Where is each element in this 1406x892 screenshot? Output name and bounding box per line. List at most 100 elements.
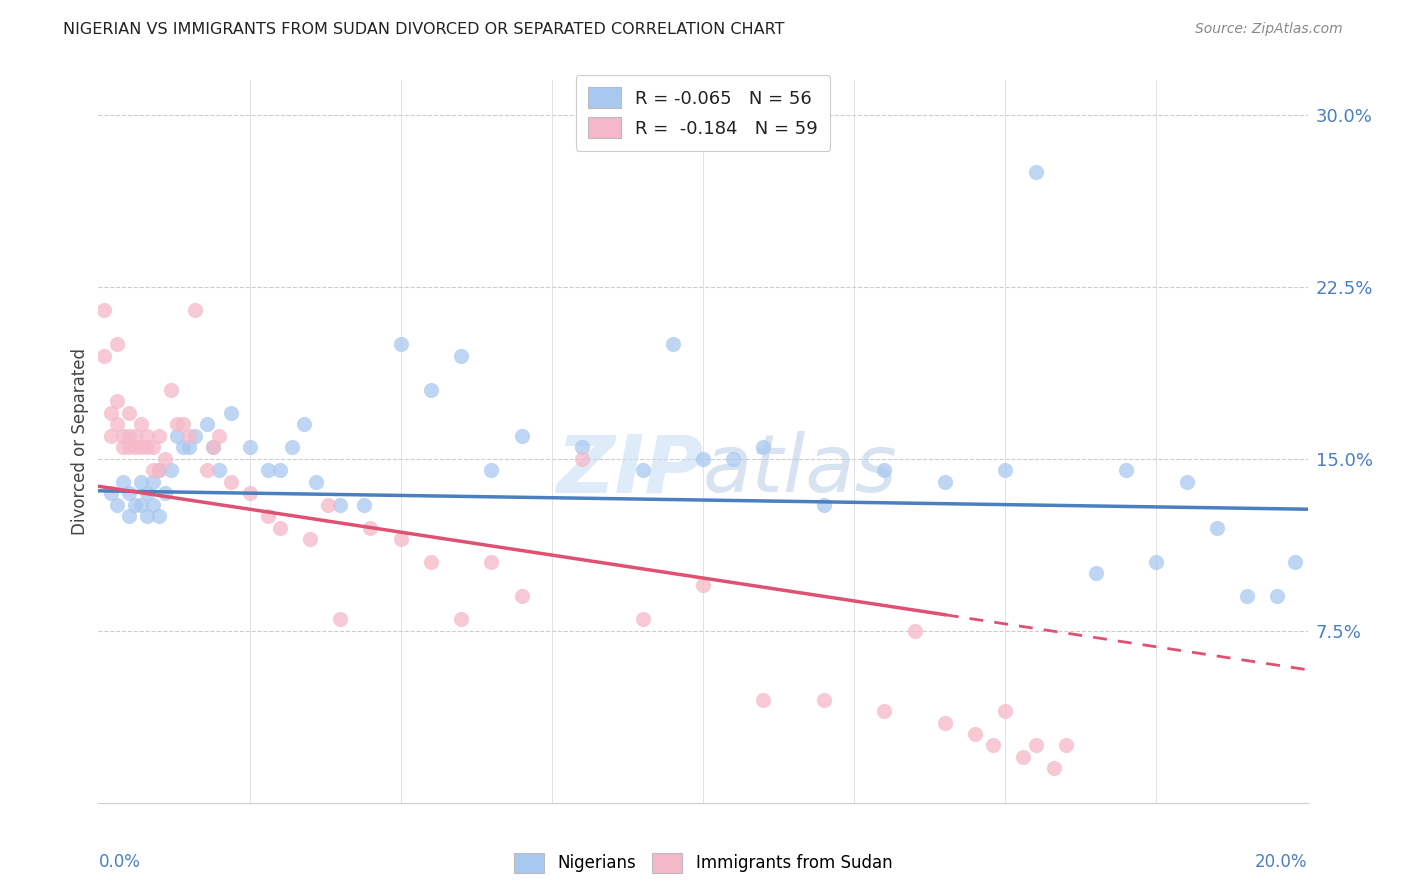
Point [135, 440, 157, 454]
Point [118, 486, 141, 500]
Point [316, 498, 339, 512]
Point [329, 498, 352, 512]
Point [202, 440, 225, 454]
Point [1206, 520, 1229, 534]
Point [239, 440, 262, 454]
Point [124, 440, 146, 454]
Point [873, 463, 896, 477]
Point [129, 417, 152, 432]
Point [510, 429, 533, 443]
Point [202, 440, 225, 454]
Point [118, 440, 141, 454]
Point [148, 429, 170, 443]
Point [661, 337, 683, 351]
Point [124, 498, 146, 512]
Point [631, 463, 654, 477]
Point [692, 578, 714, 592]
Point [100, 406, 122, 420]
Point [142, 463, 165, 477]
Point [510, 590, 533, 604]
Point [93, 349, 115, 363]
Point [299, 532, 322, 546]
Point [1085, 566, 1108, 581]
Point [571, 451, 593, 466]
Text: ZIP: ZIP [555, 432, 703, 509]
Point [813, 498, 835, 512]
Point [166, 417, 188, 432]
Point [360, 520, 382, 534]
Point [160, 383, 183, 397]
Point [269, 463, 291, 477]
Point [692, 451, 714, 466]
Y-axis label: Divorced or Separated: Divorced or Separated [70, 348, 89, 535]
Point [100, 429, 122, 443]
Point [269, 520, 291, 534]
Text: 0.0%: 0.0% [98, 854, 141, 871]
Point [873, 704, 896, 718]
Point [129, 498, 152, 512]
Point [450, 612, 472, 626]
Point [118, 429, 141, 443]
Point [994, 463, 1017, 477]
Text: atlas: atlas [703, 432, 898, 509]
Point [118, 406, 141, 420]
Point [118, 509, 141, 524]
Point [129, 440, 152, 454]
Point [1054, 739, 1077, 753]
Point [148, 509, 170, 524]
Point [353, 498, 375, 512]
Point [105, 394, 128, 409]
Point [752, 692, 775, 706]
Point [124, 429, 146, 443]
Point [1267, 590, 1289, 604]
Point [111, 440, 134, 454]
Point [752, 440, 775, 454]
Point [111, 429, 134, 443]
Point [1024, 165, 1046, 179]
Point [184, 429, 207, 443]
Point [221, 406, 243, 420]
Point [994, 704, 1017, 718]
Point [1144, 555, 1167, 569]
Point [571, 440, 593, 454]
Point [179, 429, 201, 443]
Point [813, 692, 835, 706]
Legend: Nigerians, Immigrants from Sudan: Nigerians, Immigrants from Sudan [508, 847, 898, 880]
Point [256, 463, 278, 477]
Point [153, 451, 176, 466]
Point [148, 463, 170, 477]
Point [1024, 739, 1046, 753]
Point [221, 475, 243, 489]
Point [179, 440, 201, 454]
Point [631, 612, 654, 626]
Point [105, 498, 128, 512]
Text: Source: ZipAtlas.com: Source: ZipAtlas.com [1195, 22, 1343, 37]
Point [142, 498, 165, 512]
Point [292, 417, 315, 432]
Point [142, 440, 165, 454]
Point [1115, 463, 1137, 477]
Point [105, 417, 128, 432]
Point [135, 509, 157, 524]
Point [1042, 761, 1064, 775]
Point [1284, 555, 1306, 569]
Point [481, 463, 503, 477]
Point [329, 612, 352, 626]
Point [195, 463, 218, 477]
Point [142, 475, 165, 489]
Point [166, 429, 188, 443]
Point [481, 555, 503, 569]
Text: NIGERIAN VS IMMIGRANTS FROM SUDAN DIVORCED OR SEPARATED CORRELATION CHART: NIGERIAN VS IMMIGRANTS FROM SUDAN DIVORC… [63, 22, 785, 37]
Point [135, 486, 157, 500]
Point [1175, 475, 1198, 489]
Point [208, 429, 231, 443]
Point [934, 475, 956, 489]
Point [208, 463, 231, 477]
Point [450, 349, 472, 363]
Point [1236, 590, 1258, 604]
Point [904, 624, 927, 638]
Point [934, 715, 956, 730]
Point [981, 739, 1004, 753]
Point [281, 440, 304, 454]
Point [135, 429, 157, 443]
